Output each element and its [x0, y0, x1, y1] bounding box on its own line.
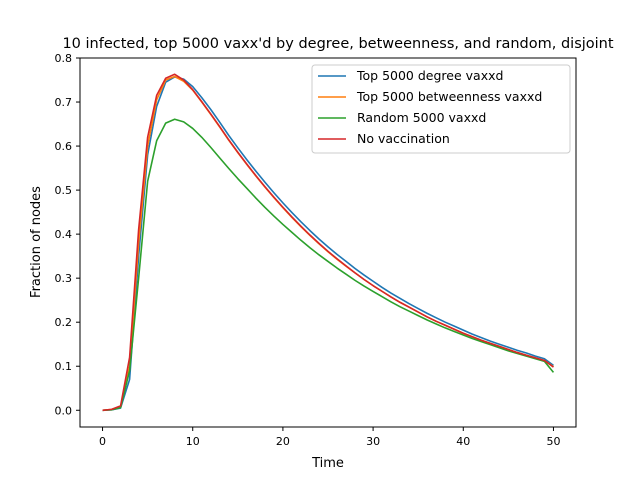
- series-line-4: [102, 73, 554, 412]
- x-tick-label: 20: [276, 435, 290, 448]
- x-tick-label: 40: [456, 435, 470, 448]
- x-tick-label: 50: [546, 435, 560, 448]
- plot-lines: [102, 73, 555, 412]
- legend-label: Random 5000 vaxxd: [357, 110, 486, 125]
- legend-label: No vaccination: [357, 131, 450, 146]
- legend-label: Top 5000 betweenness vaxxd: [356, 89, 542, 104]
- y-tick-label: 0.3: [55, 272, 73, 285]
- legend: Top 5000 degree vaxxd Top 5000 betweennes…: [311, 64, 571, 154]
- y-tick-label: 0.6: [55, 140, 73, 153]
- x-tick-label: 0: [99, 435, 106, 448]
- chart-title: 10 infected, top 5000 vaxx'd by degree, …: [62, 36, 613, 52]
- y-tick-label: 0.7: [55, 96, 73, 109]
- x-axis-label: Time: [311, 456, 344, 471]
- y-tick-label: 0.1: [55, 360, 73, 373]
- plot-frame: [79, 57, 577, 428]
- y-axis-label: Fraction of nodes: [29, 186, 44, 298]
- x-tick-label: 30: [366, 435, 380, 448]
- x-tick-label: 10: [186, 435, 200, 448]
- y-axis: 0.0 0.1 0.2 0.3 0.4 0.5 0.6 0.7 0.8: [55, 52, 80, 417]
- y-tick-label: 0.2: [55, 316, 73, 329]
- legend-box: [311, 64, 571, 154]
- series-line-3: [102, 118, 555, 412]
- legend-label: Top 5000 degree vaxxd: [356, 68, 503, 83]
- y-tick-label: 0.0: [55, 404, 73, 417]
- y-tick-label: 0.8: [55, 52, 73, 65]
- x-axis: 0 10 20 30 40 50: [99, 427, 560, 448]
- y-tick-label: 0.4: [55, 228, 73, 241]
- y-tick-label: 0.5: [55, 184, 73, 197]
